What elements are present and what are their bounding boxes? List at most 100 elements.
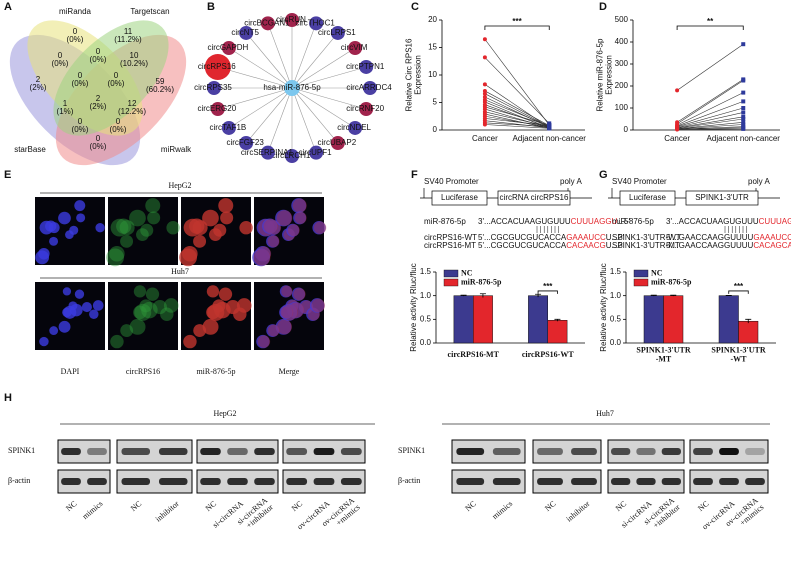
sequence-name: circRPS16-MT — [424, 241, 476, 250]
pair-line — [484, 122, 550, 127]
bar — [718, 295, 739, 344]
network-node — [221, 120, 236, 135]
blot — [116, 469, 193, 494]
y-tick-label: 100 — [615, 103, 629, 112]
pair-line — [677, 118, 744, 129]
cell — [74, 289, 85, 299]
bar — [738, 320, 759, 344]
sequence-segment: 3'...ACCACUAAGUGUUU — [478, 217, 571, 226]
pair-line — [484, 90, 550, 126]
y-tick-label: 10 — [428, 70, 437, 79]
cell — [58, 211, 71, 225]
cell — [45, 220, 57, 232]
y-tick-label: 300 — [615, 59, 629, 68]
point — [741, 114, 746, 119]
band — [456, 478, 485, 485]
network-edge — [228, 47, 293, 89]
lane-label: NC — [696, 499, 710, 513]
cell — [119, 220, 135, 236]
network-node-label: circUPF1 — [299, 148, 332, 157]
pair-line — [677, 124, 744, 130]
x-tick-label: SPINK1-3'UTR -WT — [711, 345, 765, 363]
sequence-name: SPINK1-3'UTR-MT — [612, 241, 680, 250]
band — [286, 478, 308, 485]
point — [741, 120, 746, 125]
error-bar — [460, 294, 467, 297]
x-tick-label: Adjacent non-cancer — [513, 134, 587, 143]
pair-line — [484, 84, 550, 129]
cell — [239, 221, 253, 235]
cell — [140, 223, 154, 237]
micrograph — [108, 282, 178, 350]
cell — [109, 245, 125, 262]
x-tick-label: circRPS16-WT — [522, 350, 575, 359]
cell — [202, 209, 219, 227]
cell-overlay — [267, 235, 280, 248]
point — [482, 107, 487, 112]
pair-line — [484, 57, 550, 124]
network-node — [285, 149, 299, 163]
network-node-label: circRNF20 — [346, 104, 384, 113]
point — [741, 99, 746, 104]
band — [719, 448, 739, 455]
venn-percent: (0%) — [52, 59, 69, 68]
y-axis-label: Relative miR-876-5pExpression — [596, 38, 614, 111]
cell — [145, 198, 161, 214]
sequence: 5'...GAACCAAGGUUUUCACAGCAC...3' — [666, 241, 791, 250]
band — [456, 448, 485, 455]
network-edge — [267, 87, 293, 153]
band — [159, 448, 188, 455]
band — [313, 448, 335, 455]
construct-box-label: Luciferase — [441, 193, 478, 202]
venn-count: 0 — [96, 47, 101, 56]
blot — [57, 469, 111, 494]
construct-box — [431, 190, 488, 206]
protein-label: β-actin — [8, 476, 30, 485]
pair-line — [676, 43, 744, 91]
cell — [206, 305, 220, 320]
cell — [183, 334, 197, 349]
channel-label: circRPS16 — [126, 367, 160, 376]
venn-count: 2 — [36, 75, 41, 84]
pair-line — [484, 118, 550, 126]
network-node-label: circTAF1B — [210, 123, 247, 132]
panel-label: D — [599, 1, 607, 13]
point — [482, 88, 487, 93]
y-tick-label: 1.5 — [420, 267, 432, 276]
y-tick-label: 0 — [624, 125, 629, 134]
network-node — [330, 136, 345, 151]
venn-percent: (10.2%) — [120, 59, 148, 68]
band — [537, 478, 563, 485]
network-node — [309, 145, 324, 160]
network-edge — [291, 66, 367, 89]
y-tick-label: 20 — [428, 15, 437, 24]
sequence-segment: U...3' — [606, 233, 625, 242]
network-edge — [291, 87, 317, 153]
cell-line-title: Huh7 — [596, 409, 614, 418]
cell — [275, 209, 292, 227]
channel-label: Merge — [279, 367, 300, 376]
cell — [293, 211, 307, 225]
legend-swatch — [633, 278, 649, 287]
cell — [206, 285, 220, 298]
network-node-label: circERG20 — [197, 104, 236, 113]
network-node-label: circLRCH1 — [272, 151, 311, 160]
network-edge — [267, 23, 293, 89]
band — [693, 448, 713, 455]
point — [482, 122, 487, 127]
x-tick-label: Adjacent non-cancer — [707, 134, 781, 143]
venn-count: 1 — [63, 99, 68, 108]
band — [227, 448, 248, 455]
x-tick-label: Cancer — [472, 134, 498, 143]
channel-label: DAPI — [61, 367, 80, 376]
lane-label: NC — [463, 499, 477, 513]
legend-swatch — [633, 269, 649, 278]
y-tick-label: 1.5 — [610, 267, 622, 276]
pair-line — [677, 107, 744, 127]
y-tick-label: 400 — [615, 37, 629, 46]
pair-line — [484, 120, 550, 129]
network-node — [363, 81, 377, 95]
y-tick-label: 5 — [433, 98, 438, 107]
bar — [453, 295, 474, 344]
text-line: Expression — [605, 55, 614, 95]
